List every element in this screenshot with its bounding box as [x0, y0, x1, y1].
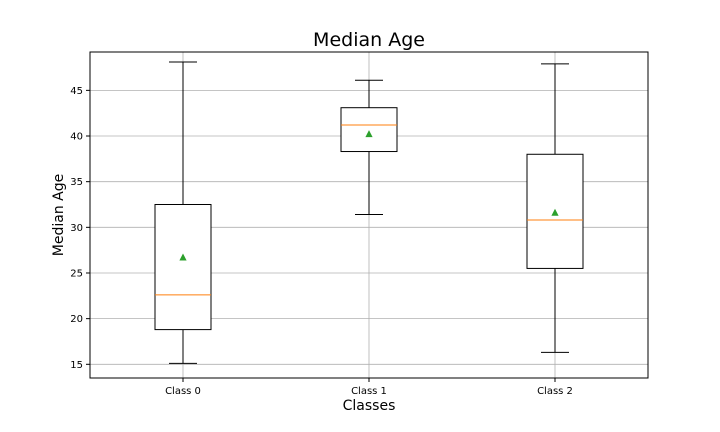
box-layer — [154, 61, 584, 364]
axis-layer: 15 20 25 30 35 40 45 Class 0 Class 1 Class 2 — [70, 86, 573, 397]
y-tick-label: 45 — [70, 86, 83, 97]
x-tick-label: Class 0 — [165, 386, 201, 397]
y-tick-label: 30 — [70, 223, 83, 234]
x-tick-label: Class 1 — [351, 386, 387, 397]
chart-title: Median Age — [313, 29, 425, 51]
box-1 — [340, 79, 398, 216]
y-axis-label: Median Age — [51, 174, 67, 256]
iqr-box — [340, 107, 398, 153]
iqr-box — [154, 203, 212, 331]
box-2 — [526, 63, 584, 353]
y-tick-label: 25 — [70, 268, 83, 279]
box-0 — [154, 61, 212, 364]
y-tick-label: 20 — [70, 314, 83, 325]
y-tick-label: 40 — [70, 132, 83, 143]
x-tick-label: Class 2 — [537, 386, 573, 397]
y-tick-label: 15 — [70, 360, 83, 371]
mean-marker — [551, 208, 559, 216]
mean-marker — [365, 130, 373, 138]
mean-marker — [179, 253, 187, 261]
y-tick-label: 35 — [70, 177, 83, 188]
x-axis-label: Classes — [343, 398, 396, 414]
